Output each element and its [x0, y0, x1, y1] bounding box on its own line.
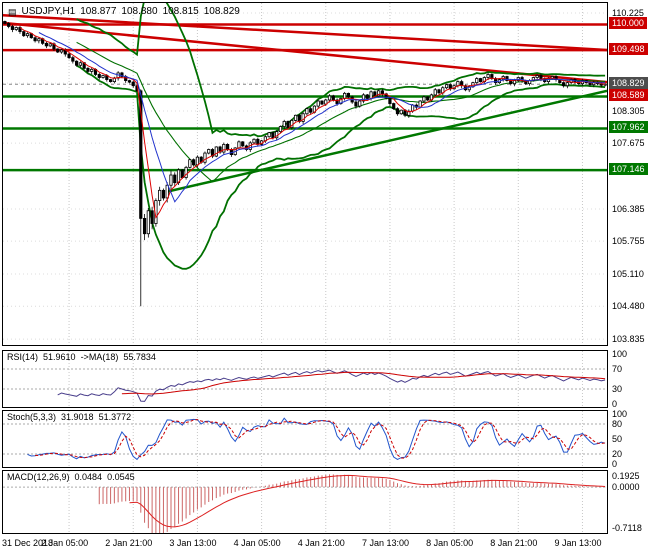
macd-axis: 0.1925 0.0000 -0.7118: [609, 470, 659, 534]
time-label: 4 Jan 05:00: [233, 538, 281, 548]
time-label: 8 Jan 05:00: [426, 538, 474, 548]
price-level-badge: 108.829: [609, 77, 648, 90]
price-tick: 107.675: [612, 138, 645, 149]
macd-label: MACD(12,26,9): [7, 472, 70, 482]
quote-open: 108.877: [80, 6, 117, 17]
macd-panel[interactable]: MACD(12,26,9) 0.0484 0.0545: [2, 470, 608, 534]
price-level-badge: 110.000: [609, 17, 647, 30]
trendlines-layer: [3, 14, 607, 194]
price-tick: -0.7118: [612, 522, 642, 533]
rsi-ma-label: ->MA(18): [80, 352, 119, 362]
price-level-badge: 107.962: [609, 121, 648, 134]
price-tick: 105.110: [612, 269, 644, 280]
price-tick: 50: [612, 434, 623, 444]
price-tick: 100: [612, 349, 628, 359]
main-chart-canvas[interactable]: [3, 3, 607, 345]
rsi-lines-layer: [57, 369, 606, 402]
symbol-label: USDJPY,H1: [21, 6, 76, 17]
rsi-canvas[interactable]: [3, 351, 607, 407]
rsi-grid-layer: [3, 351, 607, 407]
stoch-lines-layer: [27, 417, 606, 461]
symbol-icon: ▤: [8, 6, 17, 17]
price-level-badge: 107.146: [609, 163, 648, 176]
moving-averages-layer: [19, 27, 606, 219]
stochastic-canvas[interactable]: [3, 411, 607, 467]
macd-signal-value: 0.0545: [107, 472, 135, 482]
chart-title: ▤ USDJPY,H1 108.877 108.880 108.815 108.…: [8, 6, 240, 17]
stochastic-axis: 100 80 50 20 0: [609, 409, 659, 469]
price-tick: 20: [612, 449, 623, 459]
stochastic-panel[interactable]: Stoch(5,3,3) 31.9018 51.3772: [2, 410, 608, 468]
rsi-axis: 100 70 30 0: [609, 349, 659, 409]
price-tick: 108.305: [612, 105, 645, 116]
price-level-badge: 109.498: [609, 43, 648, 56]
macd-signal-layer: [129, 474, 606, 528]
macd-header: MACD(12,26,9) 0.0484 0.0545: [7, 472, 135, 482]
time-label: 4 Jan 21:00: [297, 538, 345, 548]
rsi-ma-value: 55.7834: [123, 352, 156, 362]
rsi-label: RSI(14): [7, 352, 39, 362]
quote-low: 108.815: [162, 6, 199, 17]
price-tick: 80: [612, 419, 623, 429]
stoch-header: Stoch(5,3,3) 31.9018 51.3772: [7, 412, 131, 422]
price-tick: 0.1925: [612, 471, 640, 482]
macd-value: 0.0484: [74, 472, 103, 482]
time-axis: 31 Dec 2018 2 Jan 05:00 2 Jan 21:00 3 Jan 1…: [2, 537, 652, 551]
time-label: 2 Jan 05:00: [41, 538, 89, 548]
quote-close: 108.829: [203, 6, 240, 17]
candles-layer: [3, 20, 607, 307]
stoch-d-value: 51.3772: [98, 412, 132, 422]
rsi-header: RSI(14) 51.9610 ->MA(18) 55.7834: [7, 352, 156, 362]
macd-histogram-layer: [98, 474, 606, 533]
price-tick: 70: [612, 364, 623, 374]
bollinger-layer: [76, 3, 606, 270]
price-tick: 100: [612, 409, 628, 419]
macd-grid-layer: [3, 471, 607, 533]
price-tick: 0: [612, 399, 618, 409]
price-tick: 104.480: [612, 301, 645, 312]
price-tick: 0: [612, 459, 618, 469]
price-tick: 0.0000: [612, 482, 640, 493]
time-label: 31 Dec 2018: [2, 538, 54, 548]
time-label: 7 Jan 13:00: [361, 538, 409, 548]
level-lines-layer: [3, 23, 607, 172]
time-label: 2 Jan 21:00: [105, 538, 153, 548]
stoch-label: Stoch(5,3,3): [7, 412, 57, 422]
time-label: 3 Jan 13:00: [169, 538, 217, 548]
quote-high: 108.880: [121, 6, 158, 17]
rsi-panel[interactable]: RSI(14) 51.9610 ->MA(18) 55.7834: [2, 350, 608, 408]
macd-canvas[interactable]: [3, 471, 607, 533]
grid-layer: [3, 3, 607, 345]
price-tick: 103.835: [612, 334, 645, 345]
stoch-k-value: 31.9018: [61, 412, 94, 422]
price-tick: 30: [612, 384, 623, 394]
price-tick: 105.755: [612, 236, 645, 247]
main-chart-panel[interactable]: ▤ USDJPY,H1 108.877 108.880 108.815 108.…: [2, 2, 608, 346]
price-tick: 106.385: [612, 203, 645, 214]
rsi-value: 51.9610: [43, 352, 76, 362]
time-label: 8 Jan 21:00: [490, 538, 538, 548]
time-label: 9 Jan 13:00: [554, 538, 602, 548]
price-tick: 110.225: [612, 7, 644, 18]
price-axis: 110.225108.850108.305107.675106.385105.7…: [609, 2, 659, 346]
price-level-badge: 108.589: [609, 89, 648, 102]
